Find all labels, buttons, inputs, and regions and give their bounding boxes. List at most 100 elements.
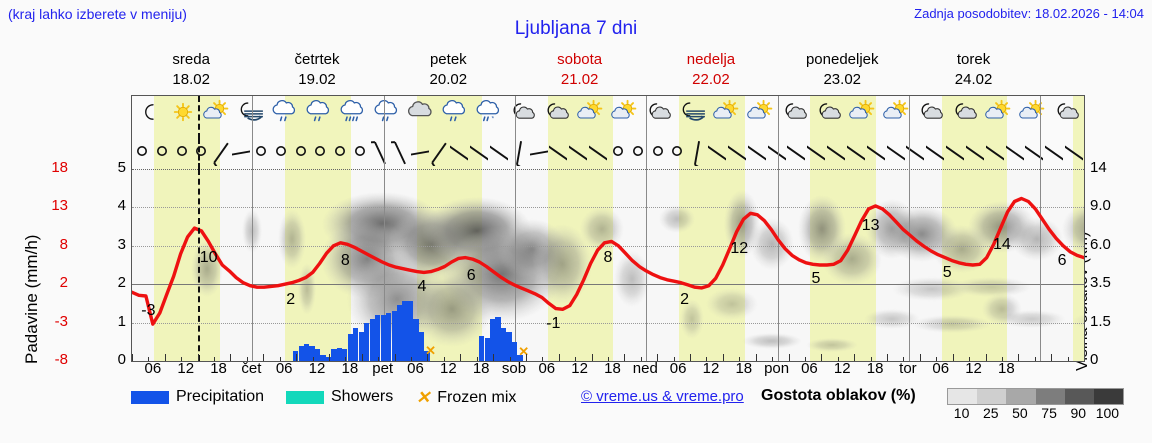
day-header-4: sobota 21.02 <box>514 50 645 90</box>
axis-tick <box>558 354 560 361</box>
axis-tick <box>345 357 347 361</box>
wind-barb-calm <box>608 140 628 169</box>
day-separator <box>383 138 385 169</box>
precipitation-bars: ✕ ✕ <box>132 169 1084 361</box>
x-axis-label: 18 <box>998 360 1015 377</box>
wind-barb-barb-ne <box>542 140 569 169</box>
axis-tick-label: 1.5 <box>1090 312 1111 330</box>
precipitation-bar <box>369 318 375 361</box>
legend-item-precipitation: Precipitation <box>131 388 264 406</box>
weather-icon-row: * <box>131 95 1085 140</box>
wind-barb-barb-ne <box>1058 140 1084 169</box>
temperature-value-label: 2 <box>286 290 296 308</box>
axis-tick-label: 3.5 <box>1090 274 1111 292</box>
precipitation-bar <box>386 313 392 361</box>
weather-icon-moon-cloud <box>948 99 982 130</box>
wind-barb-barb-sw <box>388 140 410 169</box>
axis-tick <box>197 354 199 361</box>
gridline <box>132 169 1084 170</box>
temperature-value-label: 13 <box>861 216 880 234</box>
temperature-value-label: 4 <box>417 278 427 296</box>
axis-tick <box>887 354 889 361</box>
x-axis-label: 18 <box>210 360 227 377</box>
axis-tick-label: -8 <box>54 351 68 368</box>
precipitation-bar <box>391 311 397 361</box>
temperature-value-label: 8 <box>340 252 350 270</box>
daylight-band <box>285 138 351 169</box>
current-time-line <box>197 96 200 139</box>
wind-barb-barb-ne <box>800 140 827 169</box>
precipitation-bar <box>303 343 310 361</box>
weather-icon-sun-cloud <box>710 99 744 130</box>
cloud-density-swatch <box>977 389 1007 404</box>
precipitation-bar <box>418 332 425 361</box>
cloud-density-swatch <box>948 389 978 404</box>
weather-icon-moon <box>132 99 166 130</box>
precipitation-bar <box>364 322 370 361</box>
day-header-3: petek 20.02 <box>383 50 514 90</box>
x-axis-label: ned <box>632 360 658 377</box>
cloud-density-tick-label: 90 <box>1070 405 1087 421</box>
x-axis-label: 12 <box>833 360 851 377</box>
wind-barb-barb-ne <box>483 140 510 169</box>
wind-barb-barb-ne <box>463 140 490 169</box>
wind-barb-barb-ne <box>939 140 966 169</box>
cloud-height-axis-ticks: 14 9.0 6.0 3.5 1.5 0 <box>1088 159 1122 368</box>
x-axis-label: 18 <box>735 360 753 377</box>
weather-icon-sun <box>166 99 200 130</box>
legend-label-precipitation: Precipitation <box>176 388 265 405</box>
frozen-mix-marker: ✕ <box>425 343 437 359</box>
weather-icon-moon-fog <box>234 99 268 130</box>
weather-icon-cloud-rain <box>268 99 302 130</box>
day-separator <box>908 96 910 139</box>
weather-icon-sun-cloud <box>880 99 914 130</box>
weather-icon-sun-cloud <box>846 99 880 130</box>
weather-icon-sun-cloud <box>574 99 608 130</box>
x-axis-label: 06 <box>538 360 556 377</box>
precipitation-bar <box>325 357 332 361</box>
axis-tick <box>181 357 183 361</box>
axis-tick-label: 5 <box>117 159 126 176</box>
axis-tick <box>772 357 774 361</box>
x-axis-label: tor <box>899 360 917 377</box>
copyright-link[interactable]: © vreme.us & vreme.pro <box>581 388 744 405</box>
x-axis-label: pon <box>764 360 790 377</box>
x-axis-label: čet <box>241 360 262 377</box>
axis-tick <box>952 354 954 361</box>
wind-barb-calm <box>311 140 331 169</box>
day-separator <box>777 169 779 361</box>
weather-icon-sun-cloud <box>1016 99 1050 130</box>
axis-tick-label: 0 <box>117 351 126 368</box>
precipitation-bar <box>396 305 403 361</box>
precipitation-bar <box>298 345 304 361</box>
axis-tick-label: 2 <box>117 274 126 292</box>
temperature-value-label: 12 <box>730 239 749 257</box>
axis-tick <box>690 354 692 361</box>
day-header-6: ponedeljek 23.02 <box>777 50 908 90</box>
axis-tick-label: -3 <box>54 312 68 330</box>
axis-tick <box>394 354 396 361</box>
cloud-height-axis-title: Višina oblakov (km) <box>1074 175 1148 371</box>
day-date: 19.02 <box>298 71 336 88</box>
wind-barb-calm <box>172 140 192 169</box>
temperature-value-label: 2 <box>680 290 690 308</box>
axis-tick <box>657 354 659 361</box>
x-axis-label: 06 <box>144 360 162 377</box>
day-header-2: četrtek 19.02 <box>251 50 382 90</box>
x-axis-labels: 06 12 18 čet 06 12 18 pet 06 12 18 sob 06 12 18 ned 06 12… <box>131 360 1083 382</box>
wind-barb-barb-ne <box>978 140 1006 169</box>
cloud-density-swatch <box>1093 389 1124 404</box>
axis-tick <box>870 357 872 361</box>
axis-tick <box>1001 357 1003 361</box>
axis-tick <box>443 357 445 361</box>
cloud-density-tick-label: 75 <box>1041 405 1057 421</box>
wind-barb-barb-ne <box>1018 140 1045 169</box>
x-axis-label: pet <box>372 360 394 377</box>
axis-tick <box>804 357 806 361</box>
day-separator <box>514 169 516 361</box>
axis-tick-label: 18 <box>51 159 68 176</box>
cloud-density-tick-label: 100 <box>1095 405 1120 421</box>
axis-tick <box>411 357 413 361</box>
location-menu-hint[interactable]: (kraj lahko izberete v meniju) <box>8 6 187 22</box>
axis-tick <box>821 354 823 361</box>
